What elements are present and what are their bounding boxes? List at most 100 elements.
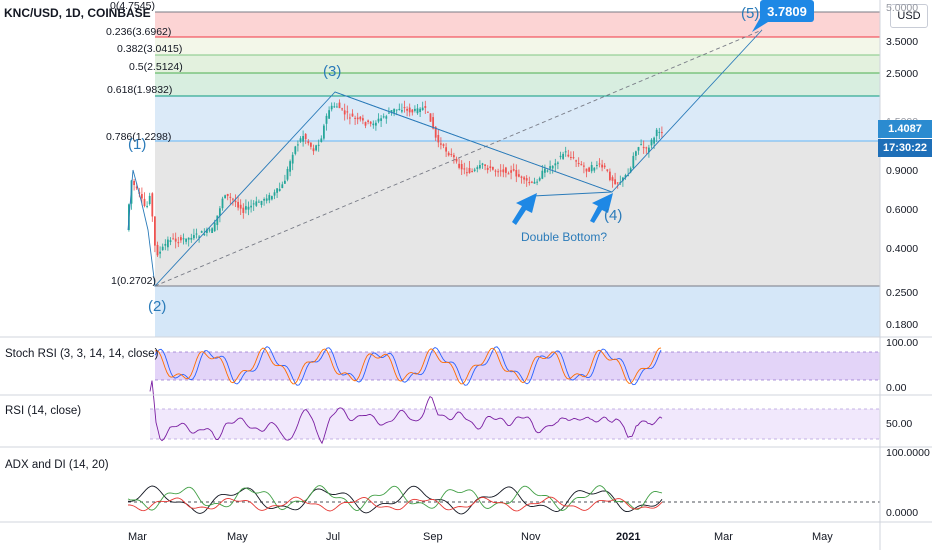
candle-body-173 <box>577 163 580 165</box>
candle-body-11 <box>156 244 159 256</box>
candle-body-184 <box>606 169 609 171</box>
candle-body-46 <box>247 206 250 210</box>
candle-body-110 <box>414 108 416 111</box>
candle-body-130 <box>466 172 468 174</box>
candle-body-92 <box>367 120 369 122</box>
candle-body-172 <box>575 160 577 162</box>
candle-body-19 <box>177 242 180 244</box>
candle-body-88 <box>356 117 359 120</box>
candle-body-146 <box>507 173 510 175</box>
candle-body-202 <box>653 137 655 144</box>
candle-body-60 <box>284 180 286 184</box>
candle-body-69 <box>307 141 310 144</box>
candle-body-18 <box>174 238 177 242</box>
candle-body-57 <box>276 188 278 193</box>
price-tick-0-6: 0.6000 <box>886 204 919 216</box>
candle-body-188 <box>616 182 619 184</box>
candle-body-157 <box>536 181 538 183</box>
candle-body-166 <box>559 155 562 158</box>
candle-body-145 <box>505 167 507 173</box>
candle-body-190 <box>622 177 624 181</box>
candle-body-114 <box>424 106 427 108</box>
fib-label-0236: 0.236(3.6962) <box>106 26 172 38</box>
candle-body-99 <box>385 116 388 119</box>
candle-body-195 <box>635 151 637 156</box>
candle-body-78 <box>330 105 333 110</box>
candle-body-45 <box>245 206 247 210</box>
candle-body-140 <box>492 166 494 170</box>
candle-body-24 <box>190 237 193 240</box>
candle-body-142 <box>497 171 499 173</box>
candle-body-98 <box>382 116 385 118</box>
candle-body-148 <box>512 169 515 171</box>
currency-button[interactable]: USD <box>890 4 928 28</box>
candle-body-194 <box>632 155 635 168</box>
adx-tick-100: 100.0000 <box>886 447 930 459</box>
candle-body-162 <box>549 166 551 169</box>
rsi-label[interactable]: RSI (14, close) <box>5 405 82 417</box>
candle-body-161 <box>546 170 549 172</box>
candle-body-76 <box>325 115 328 124</box>
candle-body-186 <box>611 177 614 181</box>
candle-body-5 <box>141 194 143 199</box>
wave-label-4: (4) <box>604 207 623 224</box>
candle-body-51 <box>260 200 263 205</box>
fib-label-1: 1(0.2702) <box>111 275 156 287</box>
candle-body-199 <box>645 147 648 149</box>
double-bottom-arrow-right <box>590 193 613 223</box>
candle-body-169 <box>567 154 570 157</box>
candle-body-187 <box>614 179 616 185</box>
candle-body-71 <box>312 148 315 152</box>
candle-body-73 <box>317 144 320 146</box>
stoch-rsi-label[interactable]: Stoch RSI (3, 3, 14, 14, close) <box>5 348 159 360</box>
candle-body-75 <box>323 125 325 139</box>
candle-body-108 <box>408 107 411 113</box>
candle-body-94 <box>372 123 375 126</box>
candle-body-72 <box>315 145 317 151</box>
candle-body-126 <box>455 158 458 162</box>
candle-body-192 <box>627 175 629 177</box>
fib-label-0618: 0.618(1.9832) <box>107 84 173 96</box>
candle-body-91 <box>364 122 367 126</box>
last-price-tag: 1.4087 <box>878 120 932 138</box>
price-tick-0-25: 0.2500 <box>886 287 919 299</box>
candle-body-30 <box>206 229 208 233</box>
candle-body-38 <box>226 194 229 197</box>
candle-body-181 <box>598 163 601 165</box>
target-price-badge: 3.7809 <box>760 0 814 22</box>
time-label-jul: Jul <box>326 531 341 543</box>
adx-label[interactable]: ADX and DI (14, 20) <box>5 459 109 471</box>
price-tick-0-4: 0.4000 <box>886 243 919 255</box>
candle-body-136 <box>481 163 484 165</box>
candle-body-68 <box>304 133 307 140</box>
candle-body-134 <box>476 167 479 169</box>
candle-body-196 <box>637 147 640 151</box>
candle-body-49 <box>255 201 258 206</box>
candle-body-144 <box>502 169 505 173</box>
symbol-title: KNC/USD, 1D, COINBASE <box>4 6 151 20</box>
candle-body-106 <box>403 107 406 109</box>
candle-body-2 <box>133 180 135 186</box>
wave-label-2: (2) <box>148 298 167 315</box>
candle-body-34 <box>216 215 219 225</box>
candle-body-151 <box>520 176 523 178</box>
candle-body-120 <box>440 143 442 145</box>
candle-body-35 <box>219 208 221 216</box>
downtrend-line <box>334 91 613 193</box>
candle-body-137 <box>484 164 486 166</box>
candle-body-177 <box>588 167 590 172</box>
candle-body-58 <box>278 188 281 191</box>
time-label-sep: Sep <box>423 531 443 543</box>
candle-body-85 <box>349 117 351 119</box>
price-tick-5: 5.0000 <box>886 2 919 14</box>
candle-body-36 <box>221 198 224 209</box>
candle-body-14 <box>164 243 167 246</box>
candle-body-50 <box>258 201 260 203</box>
rsi-line <box>149 380 663 445</box>
candle-body-201 <box>650 139 653 146</box>
candle-body-133 <box>473 169 476 171</box>
candle-body-129 <box>463 168 466 170</box>
candle-body-74 <box>320 138 323 142</box>
